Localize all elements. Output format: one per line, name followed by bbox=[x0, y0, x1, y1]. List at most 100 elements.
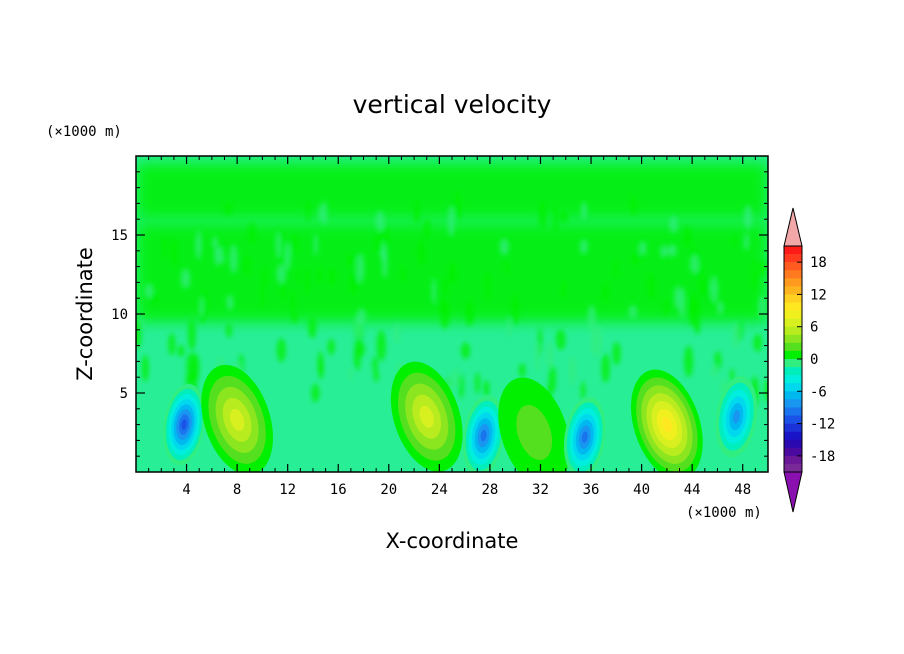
streak bbox=[290, 289, 296, 314]
streak bbox=[317, 351, 324, 376]
x-unit-label: (×1000 m) bbox=[686, 505, 762, 521]
colorbar-segment bbox=[784, 399, 802, 408]
streak bbox=[660, 244, 668, 258]
streak bbox=[612, 341, 621, 365]
streak bbox=[460, 342, 471, 359]
streak bbox=[177, 344, 185, 358]
y-axis-ticks: 5 10 15 bbox=[111, 171, 768, 457]
streak bbox=[356, 308, 366, 325]
streak bbox=[276, 338, 286, 363]
colorbar-segment bbox=[784, 383, 802, 392]
streak bbox=[587, 304, 596, 331]
streak bbox=[413, 200, 421, 224]
velocity-cell-4 bbox=[498, 377, 571, 472]
streak bbox=[290, 234, 299, 256]
colorbar-segment bbox=[784, 318, 802, 328]
velocity-cell-5 bbox=[563, 396, 606, 472]
colorbar-under-triangle bbox=[783, 471, 803, 513]
streak bbox=[555, 329, 566, 351]
x-axis-ticks: 4 8 12 16 20 24 28 32 36 40 44 48 bbox=[148, 156, 756, 498]
colorbar-tick-label: -12 bbox=[810, 417, 835, 433]
streak bbox=[757, 260, 767, 276]
streak bbox=[758, 295, 766, 318]
background-bands bbox=[136, 162, 768, 322]
streak bbox=[560, 280, 567, 300]
streak bbox=[440, 301, 450, 329]
streak bbox=[631, 251, 640, 267]
x-tick-label: 28 bbox=[481, 482, 498, 498]
streak bbox=[716, 300, 724, 315]
streak bbox=[327, 266, 336, 287]
colorbar-segment bbox=[784, 375, 802, 384]
streak bbox=[348, 271, 359, 295]
streak bbox=[628, 304, 638, 319]
streak bbox=[355, 253, 365, 284]
x-tick-label: 24 bbox=[431, 482, 448, 498]
streak bbox=[484, 271, 491, 300]
velocity-cells bbox=[163, 361, 758, 472]
streak bbox=[180, 268, 191, 289]
streak bbox=[199, 297, 204, 318]
streak bbox=[638, 241, 647, 256]
contour-level bbox=[480, 429, 487, 442]
streak bbox=[242, 255, 252, 275]
colorbar-tick-label: 18 bbox=[810, 255, 827, 271]
colorbar-segment bbox=[784, 342, 802, 352]
streak bbox=[499, 238, 510, 256]
x-tick-label: 32 bbox=[532, 482, 549, 498]
streak bbox=[447, 205, 455, 237]
streak bbox=[222, 241, 227, 260]
streak bbox=[580, 381, 586, 400]
velocity-cell-0 bbox=[163, 383, 205, 466]
streak bbox=[701, 278, 710, 298]
streak bbox=[187, 319, 196, 351]
velocity-cell-1 bbox=[201, 364, 273, 472]
colorbar-segment bbox=[784, 310, 802, 319]
streak bbox=[559, 210, 569, 224]
streak bbox=[346, 254, 356, 268]
colorbar-segment bbox=[784, 431, 802, 441]
streak bbox=[247, 222, 256, 246]
x-tick-label: 20 bbox=[380, 482, 397, 498]
contour-level bbox=[661, 416, 673, 433]
streak bbox=[731, 232, 737, 249]
streak bbox=[764, 378, 768, 402]
colorbar-segment bbox=[784, 286, 802, 295]
x-tick-label: 36 bbox=[583, 482, 600, 498]
streak bbox=[504, 261, 509, 274]
streak bbox=[195, 231, 202, 260]
streak bbox=[601, 283, 610, 303]
streak bbox=[483, 380, 490, 397]
streak bbox=[534, 342, 541, 373]
streak bbox=[691, 300, 701, 329]
colorbar-segment bbox=[784, 447, 802, 457]
streak bbox=[452, 367, 460, 389]
streak bbox=[226, 294, 234, 311]
streak bbox=[399, 267, 407, 283]
colorbar-over-triangle bbox=[783, 207, 803, 247]
streak bbox=[191, 352, 200, 383]
streak bbox=[663, 299, 669, 316]
streak bbox=[141, 354, 149, 382]
velocity-cell-7 bbox=[715, 375, 758, 458]
streak bbox=[261, 265, 268, 286]
colorbar-tick-label: 12 bbox=[810, 287, 827, 303]
streak bbox=[475, 372, 480, 394]
colorbar-tick-label: 6 bbox=[810, 320, 818, 336]
colorbar-segment bbox=[784, 254, 802, 263]
streak bbox=[684, 345, 694, 378]
streak bbox=[646, 273, 656, 301]
streak bbox=[276, 264, 287, 284]
contour-level bbox=[229, 408, 245, 431]
x-tick-label: 40 bbox=[633, 482, 650, 498]
streak bbox=[553, 204, 559, 233]
colorbar-segment bbox=[784, 262, 802, 271]
contour-level bbox=[419, 405, 434, 428]
streak bbox=[511, 294, 520, 325]
streak bbox=[612, 258, 619, 280]
streak bbox=[223, 201, 233, 216]
streak bbox=[506, 317, 512, 339]
streak bbox=[689, 296, 694, 327]
streak bbox=[753, 334, 763, 352]
